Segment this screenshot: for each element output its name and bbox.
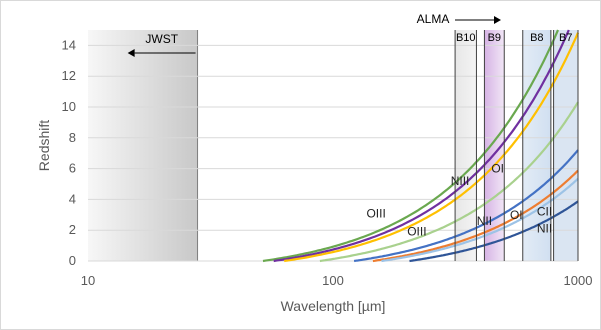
curve-label: NII: [537, 222, 552, 236]
y-tick-label: 12: [62, 68, 76, 83]
y-tick-label: 2: [69, 222, 76, 237]
curve-label: OIII: [366, 206, 385, 220]
alma-band-label: B10: [456, 32, 476, 44]
series-line: [284, 32, 580, 263]
curve-label: CII: [537, 205, 552, 219]
x-tick-label: 1000: [564, 273, 593, 288]
y-axis-title: Redshift: [36, 120, 52, 171]
alma-band-label: B8: [530, 32, 543, 44]
y-tick-label: 0: [69, 253, 76, 268]
y-tick-label: 14: [62, 37, 76, 52]
curve-label: NII: [477, 214, 492, 228]
y-tick-label: 6: [69, 161, 76, 176]
alma-band-label: B9: [488, 32, 501, 44]
jwst-region: [88, 30, 198, 261]
x-tick-label: 10: [81, 273, 95, 288]
alma-arrowhead: [494, 16, 501, 24]
series-line: [372, 169, 579, 263]
y-tick-label: 8: [69, 130, 76, 145]
series-line: [262, 29, 560, 263]
alma-label: ALMA: [417, 12, 450, 26]
alma-band-b9: [484, 30, 505, 261]
series-line: [273, 29, 570, 263]
alma-band-b10: [455, 30, 477, 261]
series-line: [319, 101, 579, 263]
series-line: [353, 149, 579, 263]
curve-label: OI: [510, 208, 523, 222]
jwst-label: JWST: [145, 32, 178, 46]
y-tick-label: 4: [69, 191, 76, 206]
series-line: [381, 177, 579, 263]
alma-band-label: B7: [559, 32, 572, 44]
curve-label: OIII: [407, 225, 426, 239]
alma-band-b7: [553, 30, 578, 261]
y-tick-label: 10: [62, 99, 76, 114]
x-tick-label: 100: [322, 273, 344, 288]
x-axis-title: Wavelength [µm]: [281, 298, 386, 314]
series-line: [409, 200, 579, 263]
jwst-arrowhead: [127, 49, 135, 57]
curve-label: NIII: [451, 174, 470, 188]
curve-label: OI: [491, 162, 504, 176]
